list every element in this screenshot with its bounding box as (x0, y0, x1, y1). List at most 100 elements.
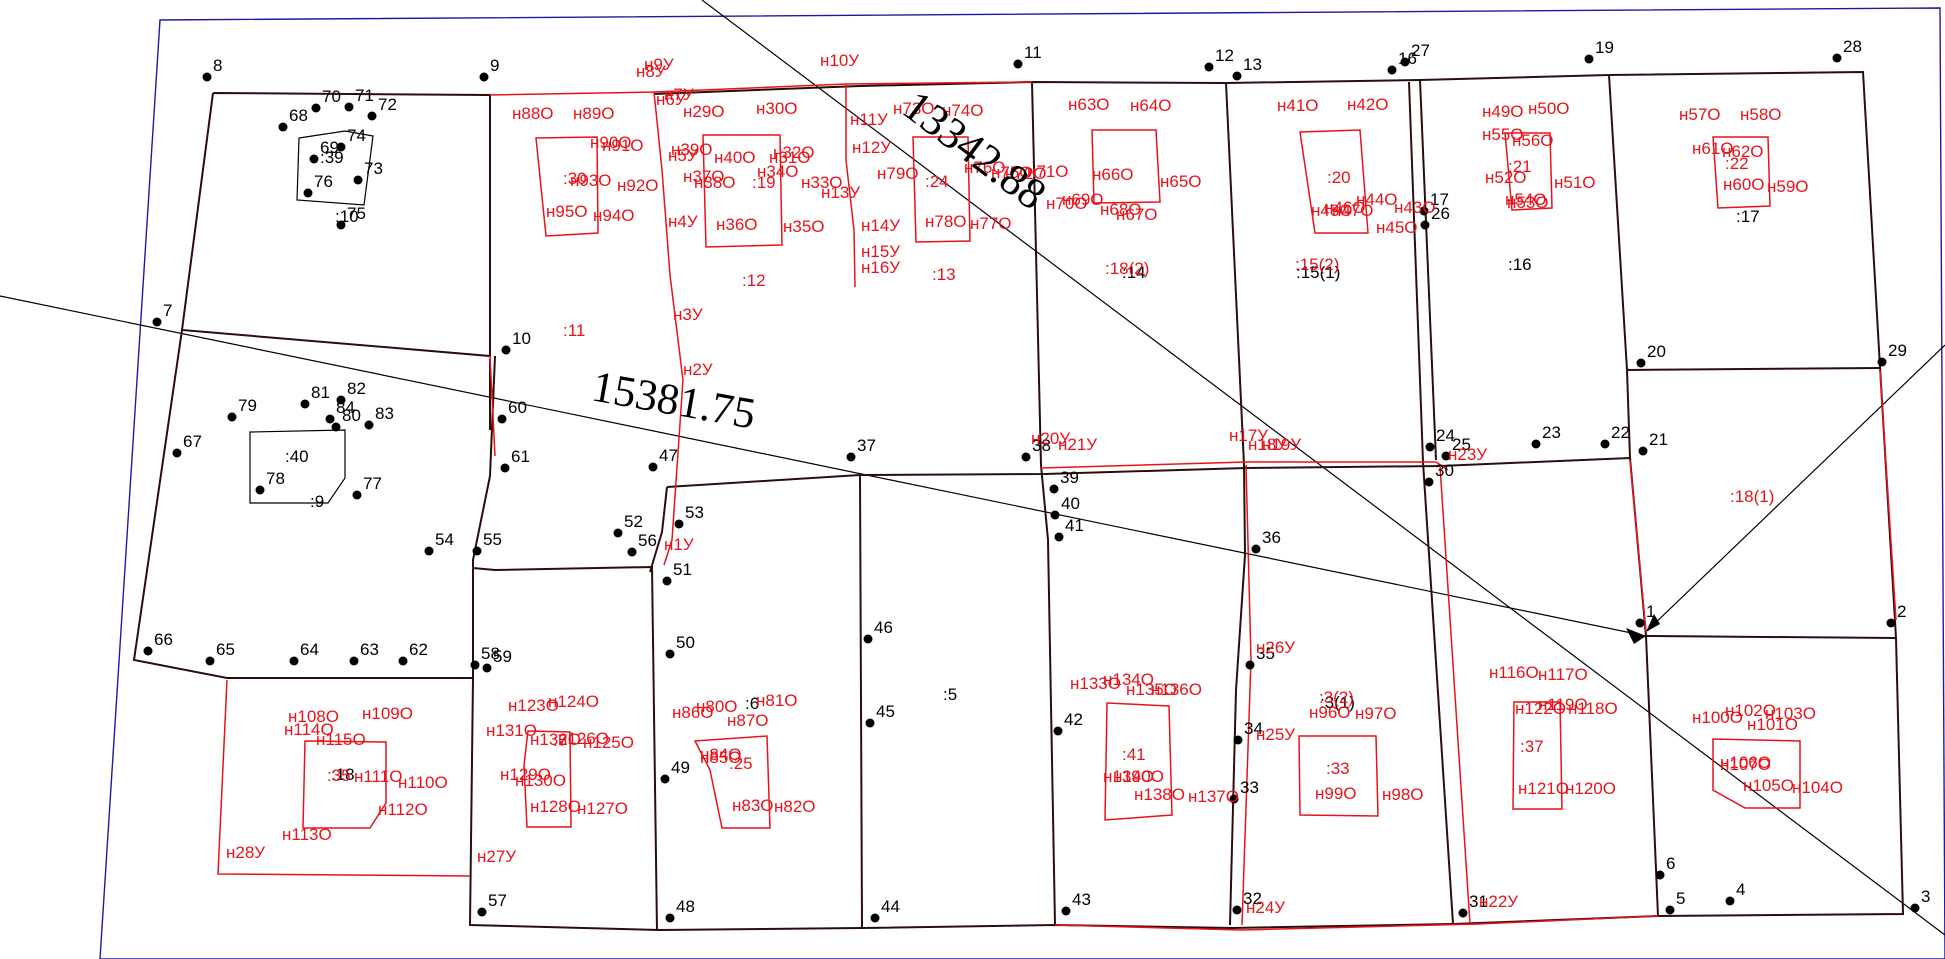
vertex-dot (1400, 57, 1410, 67)
vertex-label: 63 (360, 640, 379, 659)
vertex-dot (1425, 442, 1435, 452)
red-vertex-label: н44О (1356, 190, 1398, 209)
vertex-label: 23 (1542, 423, 1561, 442)
vertex-label: 20 (1647, 342, 1666, 361)
vertex-dot (353, 175, 363, 185)
vertex-dot (1054, 532, 1064, 542)
vertex-label: 37 (857, 436, 876, 455)
vertex-dot (336, 142, 346, 152)
vertex-label: 45 (876, 702, 895, 721)
red-vertex-label: н10У (820, 51, 859, 70)
vertex-label: 9 (490, 56, 499, 75)
red-vertex-label: н104О (1792, 778, 1843, 797)
red-vertex-label: н113О (282, 825, 332, 844)
red-vertex-label: н42О (1347, 95, 1389, 114)
vertex-label: 59 (493, 647, 512, 666)
red-vertex-label: н129О (500, 765, 551, 784)
red-vertex-label: н73О (893, 99, 935, 118)
red-vertex-label: н30О (756, 99, 798, 118)
vertex-label: 4 (1736, 880, 1745, 899)
vertex-label: 47 (659, 446, 678, 465)
red-vertex-label: н99О (1315, 784, 1357, 803)
vertex-dot (1910, 903, 1920, 913)
red-parcel-labels: :11:12:13:18(1):18(2):15(2):20:21:22:24:… (327, 154, 1774, 785)
parcel-label: :15(1) (1296, 263, 1340, 282)
vertex-label: 58 (481, 644, 500, 663)
red-vertex-label: н47О (1332, 201, 1374, 220)
red-vertex-label: н41О (1277, 96, 1319, 115)
vertex-dot (1832, 53, 1842, 63)
vertex-label: 76 (314, 172, 333, 191)
red-vertex-label: н65О (1160, 172, 1202, 191)
red-parcel-label: :37 (1520, 737, 1544, 756)
vertex-label: 13 (1243, 55, 1262, 74)
red-vertex-label: н37О (683, 167, 725, 186)
red-vertex-label: н90О (590, 133, 632, 152)
vertex-label: 36 (1262, 528, 1281, 547)
red-vertex-label: н96О (1309, 703, 1351, 722)
vertex-label: 65 (216, 640, 235, 659)
vertex-dot (665, 649, 675, 659)
red-vertex-label: н71О (1027, 162, 1069, 181)
red-vertex-label: н38О (694, 173, 736, 192)
vertex-label: 78 (266, 469, 285, 488)
red-vertex-label: н125О (583, 733, 634, 752)
vertex-label: 27 (1411, 41, 1430, 60)
red-vertex-label: н124О (548, 692, 599, 711)
red-vertex-label: н22У (1479, 892, 1518, 911)
vertex-dot (278, 122, 288, 132)
red-vertex-label: н79О (877, 164, 919, 183)
red-vertex-label: н26У (1256, 638, 1295, 657)
red-vertex-label: н121О (1518, 779, 1569, 798)
red-vertex-label: н81О (756, 691, 798, 710)
red-vertex-label: н66О (1092, 165, 1134, 184)
vertex-label: 28 (1843, 37, 1862, 56)
vertex-label: 11 (1024, 43, 1042, 62)
red-parcel-label: :12 (742, 271, 766, 290)
vertex-label: 44 (881, 897, 900, 916)
vertex-label: 50 (676, 633, 695, 652)
vertex-label: 21 (1649, 430, 1668, 449)
red-vertex-label: н4У (668, 212, 698, 231)
vertex-dot (300, 399, 310, 409)
red-vertex-label: н35О (783, 217, 825, 236)
vertex-label: 5 (1676, 889, 1685, 908)
vertex-label: 75 (347, 204, 366, 223)
vertex-dot (202, 72, 212, 82)
vertex-label: 80 (342, 406, 361, 425)
red-vertex-label: н2У (683, 360, 713, 379)
red-vertex-label: н14У (861, 216, 900, 235)
red-vertex-label: н32О (773, 143, 815, 162)
vertex-label: 17 (1430, 190, 1449, 209)
vertex-dot (497, 414, 507, 424)
red-vertex-label: н5У (668, 146, 698, 165)
black-vertex-dots (143, 53, 1920, 923)
red-vertex-label: н122О (1515, 699, 1566, 718)
vertex-dot (846, 452, 856, 462)
vertex-dot (1050, 510, 1060, 520)
vertex-dot (152, 317, 162, 327)
red-parcel-label: :18(1) (1730, 487, 1774, 506)
red-vertex-label: н140О (1113, 767, 1164, 786)
parcel-label: :6 (745, 694, 759, 713)
red-vertex-label: н85О (700, 748, 742, 767)
red-vertex-label: н23У (1448, 445, 1487, 464)
vertex-dot (1665, 905, 1675, 915)
red-vertex-label: н106О (1720, 753, 1771, 772)
vertex-dot (1245, 660, 1255, 670)
vertex-dot (289, 656, 299, 666)
vertex-dot (255, 485, 265, 495)
red-vertex-label: н24У (1246, 898, 1285, 917)
red-parcel-label: :13 (932, 265, 956, 284)
vertex-label: 55 (483, 530, 502, 549)
parcel-label: :39 (320, 148, 344, 167)
red-vertex-label: н139О (1103, 767, 1154, 786)
parcel-label: :14 (1122, 263, 1146, 282)
vertex-dot (1441, 451, 1451, 461)
vertex-label: 31 (1469, 892, 1488, 911)
red-vertex-label: н61О (1692, 139, 1734, 158)
vertex-label: 52 (624, 512, 643, 531)
red-vertex-label: н60О (1723, 175, 1765, 194)
red-vertex-label: н39О (671, 140, 713, 159)
vertex-label: 6 (1666, 854, 1675, 873)
